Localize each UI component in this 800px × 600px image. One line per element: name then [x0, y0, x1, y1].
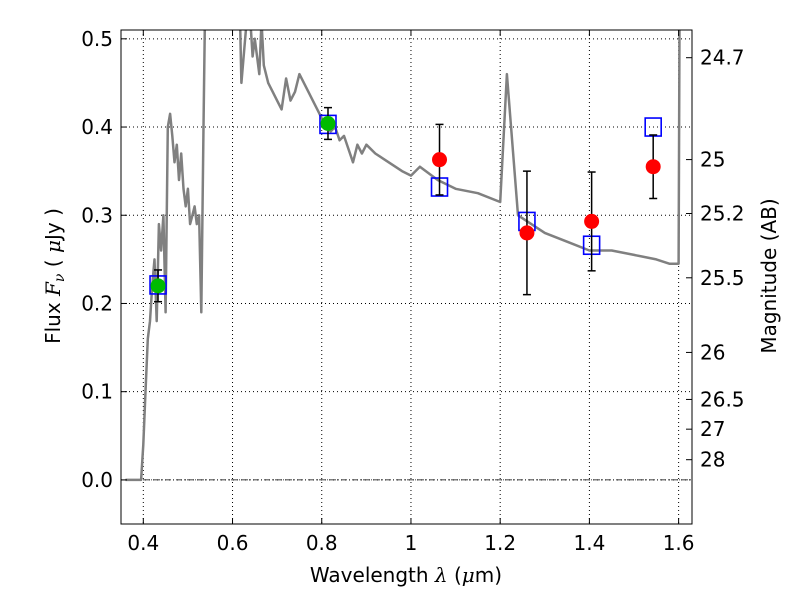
y-axis-title: Flux Fν ( μJy )	[41, 208, 68, 344]
series-layer	[125, 30, 681, 482]
x-tick-label: 1	[405, 531, 418, 555]
y2-axis-title: Magnitude (AB)	[757, 198, 781, 353]
plot-frame	[120, 29, 693, 525]
x-title-text2: (	[448, 563, 462, 587]
y2-tick-label: 25.2	[700, 201, 745, 225]
observed-point	[584, 213, 600, 229]
y-title-mu: μ	[41, 240, 65, 253]
y-tick-label: 0.5	[81, 27, 113, 51]
y-tick-label: 0.0	[81, 468, 113, 492]
x-tick-label: 1.2	[484, 531, 516, 555]
sed-model-line	[125, 30, 681, 482]
y-title-text2: (	[41, 253, 65, 274]
x-axis-title: Wavelength λ (μm)	[310, 563, 502, 587]
x-tick-label: 1.6	[663, 531, 695, 555]
x-title-text3: m)	[475, 563, 502, 587]
observed-point	[432, 152, 448, 168]
x-title-text1: Wavelength	[310, 563, 435, 587]
x-title-lambda: λ	[434, 563, 448, 587]
y-tick-label: 0.3	[81, 203, 113, 227]
y2-tick-label: 26.5	[700, 387, 745, 411]
x-tick-label: 0.8	[306, 531, 338, 555]
y-title-subscript: ν	[52, 273, 68, 282]
observed-point	[150, 278, 166, 294]
x-tick-label: 0.6	[217, 531, 249, 555]
y2-tick-label: 25	[700, 148, 725, 172]
y2-axis-ticks: 24.7 25 25.2 25.5 26 26.5 27 28	[686, 46, 745, 472]
y-axis-ticks: 0.0 0.1 0.2 0.3 0.4 0.5	[81, 27, 127, 492]
x-tick-label: 1.4	[573, 531, 605, 555]
y2-tick-label: 26	[700, 340, 725, 364]
observed-point	[320, 116, 336, 132]
x-axis-ticks: 0.4 0.6 0.8 1 1.2 1.4 1.6	[127, 30, 695, 555]
y-tick-label: 0.1	[81, 380, 113, 404]
y-title-symbol: F	[41, 281, 65, 297]
y2-tick-label: 25.5	[700, 266, 745, 290]
y-tick-label: 0.4	[81, 115, 113, 139]
y2-tick-label: 27	[700, 417, 725, 441]
observed-point	[519, 225, 535, 241]
y-title-text1: Flux	[41, 296, 65, 344]
y-tick-label: 0.2	[81, 291, 113, 315]
x-title-mu: μ	[462, 563, 475, 587]
observed-point	[645, 159, 661, 175]
y2-tick-label: 24.7	[700, 46, 745, 70]
x-tick-label: 0.4	[127, 531, 159, 555]
y2-tick-label: 28	[700, 448, 725, 472]
y-title-text3: Jy )	[41, 208, 65, 242]
